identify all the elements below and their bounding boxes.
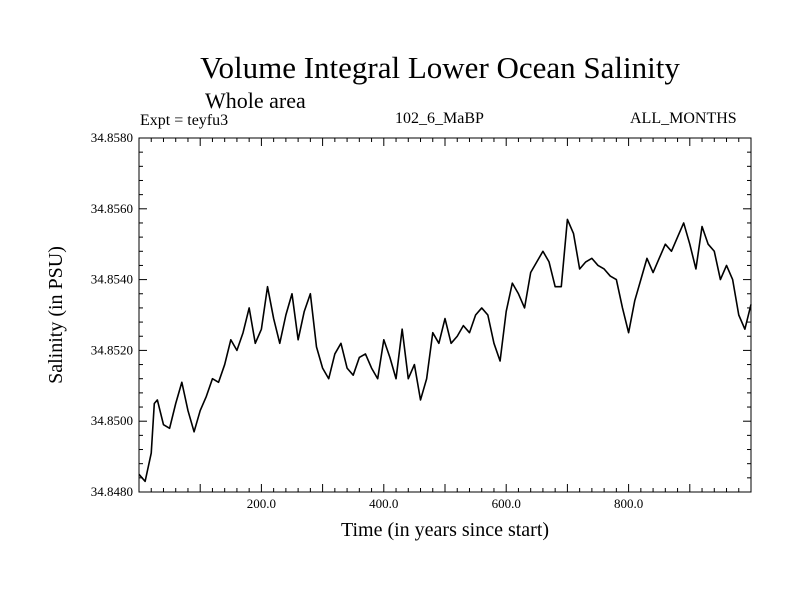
y-tick-label: 34.8500 bbox=[91, 413, 133, 428]
x-axis-title: Time (in years since start) bbox=[341, 519, 549, 541]
x-axis: 200.0 400.0 600.0 800.0 bbox=[150, 138, 740, 511]
x-tick-label: 200.0 bbox=[247, 496, 276, 511]
experiment-label: Expt = teyfu3 bbox=[140, 112, 229, 129]
months-label: ALL_MONTHS bbox=[630, 110, 737, 127]
series-line bbox=[138, 218, 752, 483]
x-tick-label: 600.0 bbox=[492, 496, 521, 511]
chart-title: Volume Integral Lower Ocean Salinity bbox=[200, 50, 680, 85]
y-tick-label: 34.8540 bbox=[91, 272, 133, 287]
y-tick-label: 34.8580 bbox=[91, 130, 133, 145]
y-tick-label: 34.8560 bbox=[91, 201, 133, 216]
y-tick-label: 34.8480 bbox=[91, 484, 133, 499]
x-tick-label: 400.0 bbox=[369, 496, 398, 511]
plot-frame bbox=[138, 137, 752, 493]
y-tick-label: 34.8520 bbox=[91, 342, 133, 357]
y-axis-title: Salinity (in PSU) bbox=[45, 246, 67, 384]
y-axis: 34.8480 34.8500 34.8520 34.8540 34.8560 34.85… bbox=[91, 130, 751, 499]
x-tick-label: 800.0 bbox=[614, 496, 643, 511]
chart-subtitle: Whole area bbox=[205, 88, 306, 113]
period-label: 102_6_MaBP bbox=[395, 110, 484, 127]
